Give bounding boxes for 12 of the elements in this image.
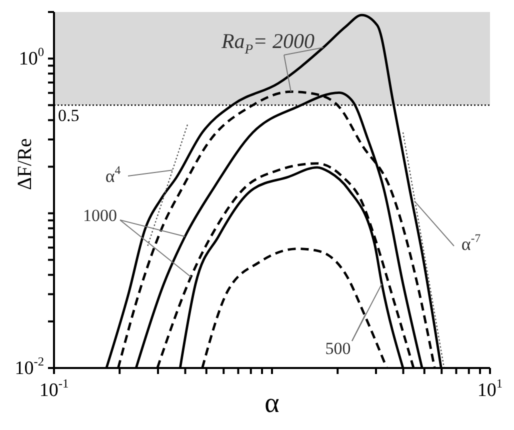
- ref-line-label: 0.5: [58, 106, 80, 126]
- annotation: α$^{-7}$: [461, 232, 481, 254]
- annotation: 1000: [83, 206, 117, 225]
- y-axis-title: ΔF/Re: [14, 138, 36, 190]
- annotation: α$^{4}$: [105, 164, 121, 186]
- y-tick-label: 10$^{-2}$: [14, 354, 44, 379]
- y-tick-label: 10$^{0}$: [18, 45, 44, 70]
- x-axis-title: α: [264, 388, 280, 419]
- x-tick-label: 10$^{-1}$: [39, 376, 69, 401]
- annotation: 500: [325, 339, 351, 358]
- x-tick-label: 10$^{1}$: [477, 376, 503, 401]
- annotation: Ra$_{P}$= 2000: [220, 29, 316, 56]
